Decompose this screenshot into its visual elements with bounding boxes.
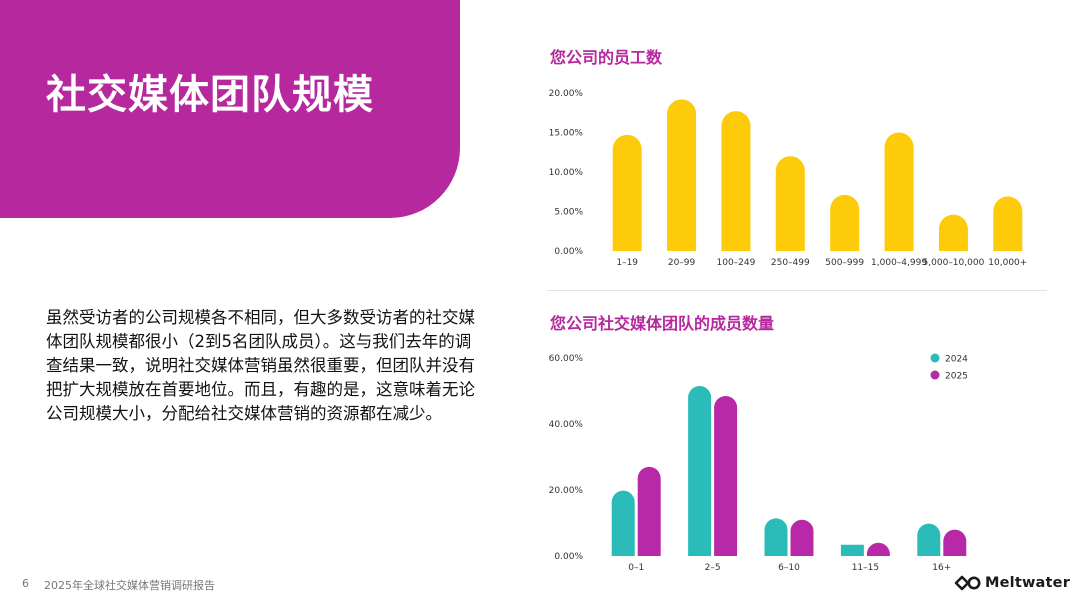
y-tick-label: 20.00% — [549, 89, 584, 99]
bar-1 — [667, 99, 697, 251]
bar-2025-1 — [714, 395, 738, 556]
x-tick-label: 250–499 — [771, 258, 810, 268]
bar-7 — [993, 196, 1023, 251]
bar-2025-3 — [866, 542, 890, 556]
title-panel — [0, 0, 460, 218]
legend-swatch-2024 — [930, 353, 940, 363]
bar-2024-4 — [917, 523, 941, 556]
bar-2025-0 — [637, 466, 661, 556]
bar-0 — [612, 134, 642, 251]
employee-count-chart: 0.00% 5.00% 10.00% 15.00% 20.00% 1–19 20–99 100… — [549, 89, 1028, 268]
chart-divider — [547, 290, 1047, 291]
meltwater-logo: Meltwater — [954, 574, 1070, 592]
bar-2024-3 — [840, 544, 864, 556]
brand-name: Meltwater — [985, 575, 1071, 591]
x-tick-label: 500–999 — [825, 258, 864, 268]
bar-2025-4 — [943, 529, 967, 556]
chart-2-title: 您公司社交媒体团队的成员数量 — [550, 314, 775, 333]
y-tick-label: 0.00% — [554, 247, 583, 257]
x-tick-label: 16+ — [932, 563, 951, 573]
legend-label: 2024 — [945, 355, 968, 365]
x-tick-label: 10,000+ — [988, 258, 1027, 268]
x-tick-label: 1–19 — [616, 258, 638, 268]
bar-2024-2 — [764, 518, 788, 556]
y-tick-label: 60.00% — [549, 354, 584, 364]
meltwater-logo-icon — [954, 575, 981, 591]
bar-3 — [775, 156, 805, 251]
chart-1-title: 您公司的员工数 — [550, 48, 663, 67]
x-tick-label: 0–1 — [628, 563, 644, 573]
body-paragraph: 虽然受访者的公司规模各不相同，但大多数受访者的社交媒体团队规模都很小（2到5名团… — [46, 308, 475, 423]
y-tick-label: 20.00% — [549, 486, 584, 496]
x-tick-label: 20–99 — [668, 258, 696, 268]
x-tick-label: 100–249 — [717, 258, 756, 268]
page-title: 社交媒体团队规模 — [46, 72, 374, 118]
y-tick-label: 5.00% — [554, 208, 583, 218]
bar-2025-2 — [790, 519, 814, 556]
y-tick-label: 15.00% — [549, 129, 584, 139]
x-tick-label: 5,000–10,000 — [923, 258, 985, 268]
legend-swatch-2025 — [930, 370, 940, 380]
bar-2024-0 — [611, 490, 635, 556]
page-number: 6 — [22, 577, 29, 590]
bar-2 — [721, 111, 751, 251]
bar-2024-1 — [688, 386, 712, 556]
report-title: 2025年全球社交媒体营销调研报告 — [44, 579, 215, 592]
bar-6 — [938, 214, 968, 251]
team-size-chart: 0.00% 20.00% 40.00% 60.00% 0–1 2–5 6–10 11–15 16… — [549, 353, 968, 573]
bar-5 — [884, 132, 914, 251]
y-tick-label: 10.00% — [549, 168, 584, 178]
x-tick-label: 1,000–4,999 — [871, 258, 927, 268]
bar-4 — [830, 194, 860, 251]
x-tick-label: 11–15 — [852, 563, 879, 573]
x-tick-label: 2–5 — [705, 563, 721, 573]
y-tick-label: 0.00% — [554, 552, 583, 562]
x-tick-label: 6–10 — [778, 563, 800, 573]
legend-label: 2025 — [945, 372, 968, 382]
y-tick-label: 40.00% — [549, 420, 584, 430]
